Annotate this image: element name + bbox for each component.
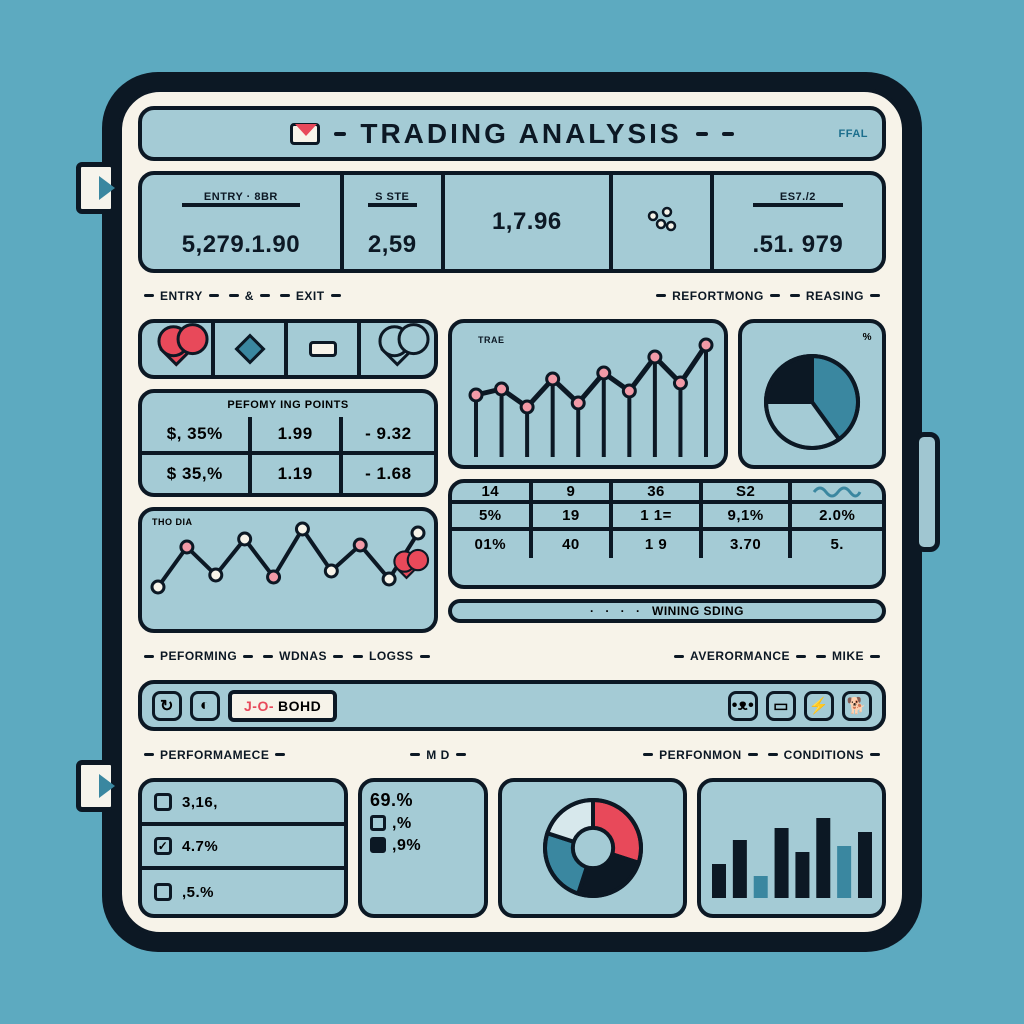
table-cell: 19 — [533, 504, 614, 527]
table-cell: 1.99 — [252, 417, 343, 451]
badge-button[interactable]: J-O- BOHD — [228, 690, 337, 722]
label: PERFORMAMECE — [144, 748, 285, 762]
metric-label: ENTRY · 8BR — [204, 191, 278, 203]
bookmark-tab-top — [76, 162, 116, 214]
icon-row — [138, 319, 438, 379]
table-cell: 01% — [452, 531, 533, 558]
metric-value: 5,279.1.90 — [182, 231, 300, 259]
metric-label: ES7./2 — [780, 191, 816, 203]
table-cell: $ 35,% — [142, 455, 252, 493]
mini-value: 69.% — [370, 790, 476, 811]
table-cell: $, 35% — [142, 417, 252, 451]
label: CONDITIONS — [768, 748, 880, 762]
winning-label: WINING SDING — [448, 599, 886, 623]
envelope-icon — [290, 123, 320, 145]
action-labels: PEFORMING WDNAS LOGSS AVERORMANCE MIKE — [138, 643, 886, 670]
label-refortmong: REFORTMONG — [656, 289, 780, 303]
refresh-icon[interactable]: ↻ — [152, 691, 182, 721]
table-cell: 1.19 — [252, 455, 343, 493]
label-entry: ENTRY — [144, 289, 219, 303]
pie-card: % — [738, 319, 886, 469]
table-header: 9 — [533, 483, 614, 500]
list-item[interactable]: ,5.% — [142, 870, 344, 914]
cat-icon[interactable]: •ᴥ• — [728, 691, 758, 721]
tablet-frame: TRADING ANALYSIS FFAL ENTRY · 8BR 5,279.… — [102, 72, 922, 952]
table-cell: - 1.68 — [343, 455, 434, 493]
label: M D — [410, 748, 466, 762]
table-cell: 2.0% — [792, 504, 882, 527]
title-tag: FFAL — [839, 128, 869, 140]
sparkline-card: THO DIA — [138, 507, 438, 633]
label: MIKE — [816, 649, 880, 663]
heart-outline-icon — [361, 323, 434, 375]
bottom-labels: PERFORMAMECE M D PERFONMON CONDITIONS — [138, 741, 886, 768]
metric-label: S STE — [375, 191, 409, 203]
list-item[interactable]: 4.7% — [142, 826, 344, 870]
sparkle-icon — [613, 175, 714, 268]
table-cell: 1 1= — [613, 504, 703, 527]
table-cell: 9,1% — [703, 504, 793, 527]
page-title: TRADING ANALYSIS — [360, 118, 681, 150]
label: PERFONMON — [643, 748, 758, 762]
table-cell: 40 — [533, 531, 614, 558]
mini-value: ,9% — [392, 837, 421, 855]
heart-icon — [142, 323, 215, 375]
donut-chart — [533, 788, 653, 908]
screen: TRADING ANALYSIS FFAL ENTRY · 8BR 5,279.… — [118, 88, 906, 936]
label-reasing: REASING — [790, 289, 880, 303]
action-bar: ↻ ◐ J-O- BOHD •ᴥ• ▭ ⚡ 🐕 — [138, 680, 886, 732]
wave-icon — [792, 483, 882, 500]
metric-value: .51. 979 — [753, 231, 844, 259]
sparkline-chart — [148, 517, 428, 627]
flag-icon[interactable]: ◐ — [190, 691, 220, 721]
title-bar: TRADING ANALYSIS FFAL — [138, 106, 886, 161]
points-table: $, 35% 1.99 - 9.32 $ 35,% 1.19 - 1.68 — [142, 417, 434, 493]
label: WDNAS — [263, 649, 343, 663]
line-chart-card: TRAE — [448, 319, 728, 469]
label: AVERORMANCE — [674, 649, 806, 663]
section-labels: ENTRY & EXIT REFORTMONG REASING — [138, 283, 886, 310]
bar-chart — [702, 788, 882, 908]
dog-icon[interactable]: 🐕 — [842, 691, 872, 721]
top-metrics: ENTRY · 8BR 5,279.1.90 S STE 2,59 1,7.96… — [138, 171, 886, 272]
data-table: 14 9 36 S2 5% 19 1 1= 9,1% 2.0% 01% — [448, 479, 886, 589]
table-cell: 5% — [452, 504, 533, 527]
metric-value: 1,7.96 — [492, 208, 562, 236]
bookmark-tab-bottom — [76, 760, 116, 812]
donut-card — [498, 778, 687, 918]
pill-icon — [288, 323, 361, 375]
performance-list: 3,16, 4.7% ,5.% — [138, 778, 348, 918]
pie-pct-label: % — [863, 332, 872, 343]
mini-stats: 69.% ,% ,9% — [358, 778, 488, 918]
table-header: 36 — [613, 483, 703, 500]
list-item[interactable]: 3,16, — [142, 782, 344, 826]
diamond-icon — [215, 323, 288, 375]
svg-text:TRAE: TRAE — [478, 335, 505, 345]
mini-value: ,% — [392, 815, 412, 833]
spark-label: THO DIA — [152, 517, 193, 527]
table-header: S2 — [703, 483, 793, 500]
line-chart: TRAE — [458, 329, 718, 465]
table-cell: 5. — [792, 531, 882, 558]
table-header: 14 — [452, 483, 533, 500]
table-cell: 1 9 — [613, 531, 703, 558]
table-cell: 3.70 — [703, 531, 793, 558]
label-exit: EXIT — [280, 289, 341, 303]
points-label: PEFOMY ING POINTS — [142, 393, 434, 417]
label: LOGSS — [353, 649, 430, 663]
bolt-icon[interactable]: ⚡ — [804, 691, 834, 721]
label: PEFORMING — [144, 649, 253, 663]
metric-value: 2,59 — [368, 231, 417, 259]
side-button[interactable] — [914, 432, 940, 552]
table-cell: - 9.32 — [343, 417, 434, 451]
chat-icon[interactable]: ▭ — [766, 691, 796, 721]
label-amp: & — [229, 289, 270, 303]
pie-chart — [757, 347, 867, 457]
bars-card — [697, 778, 886, 918]
